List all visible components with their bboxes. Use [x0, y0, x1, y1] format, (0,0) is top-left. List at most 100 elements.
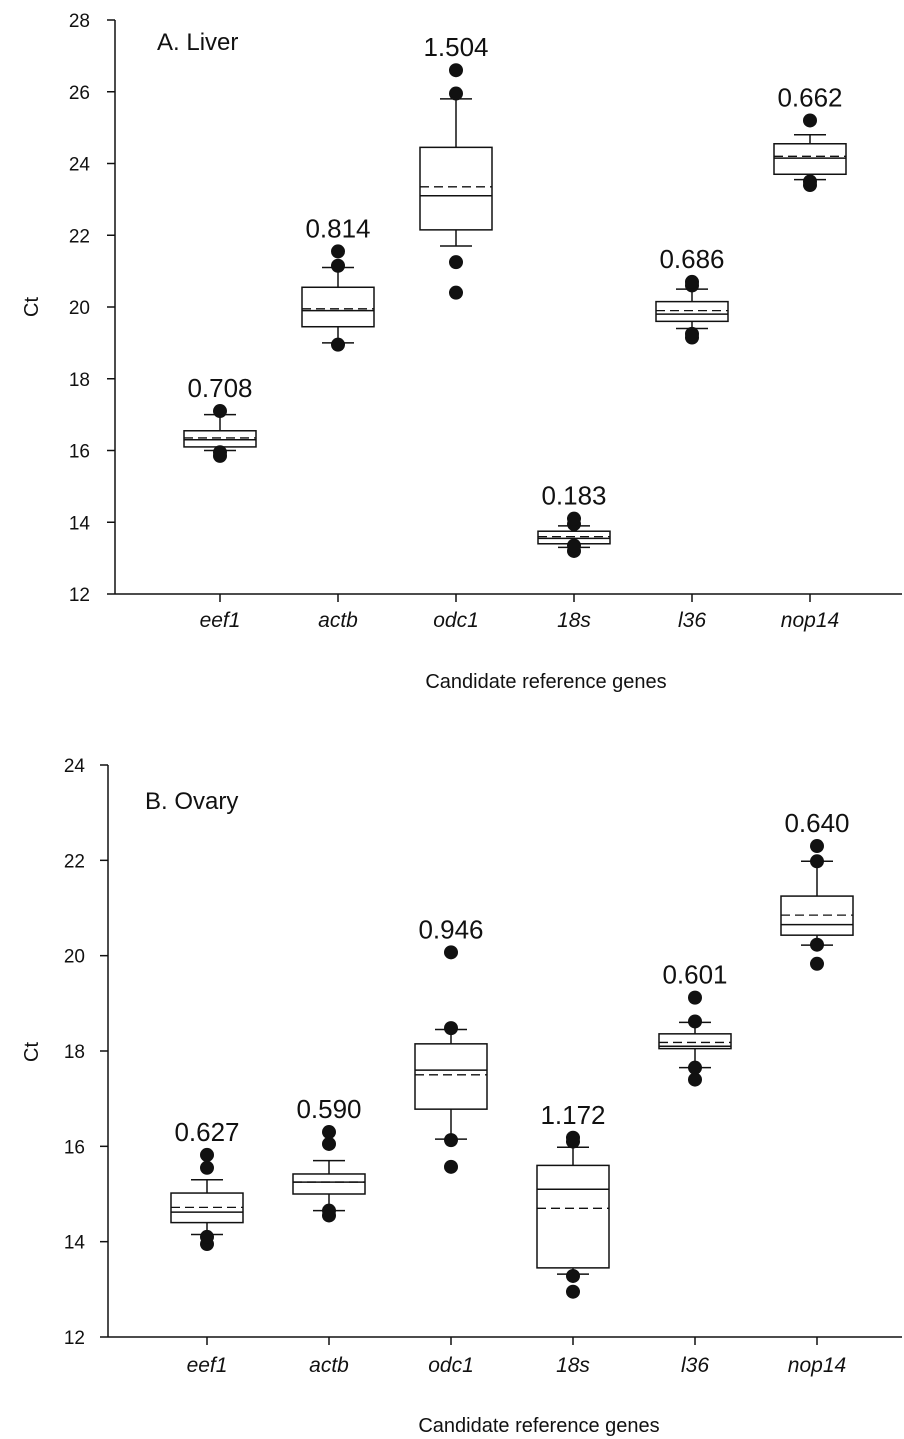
- value-label-l36: 0.686: [659, 244, 724, 274]
- panel-liver: Ct A. Liver Candidate reference genes 12…: [21, 11, 902, 693]
- value-label-odc1: 0.946: [418, 914, 483, 944]
- outlier-point: [567, 511, 581, 526]
- box-body: [414, 1043, 488, 1110]
- y-tick-label: 28: [69, 11, 90, 32]
- outlier-point: [685, 326, 699, 341]
- x-tick-label-odc1: odc1: [428, 1354, 474, 1377]
- outlier-point: [449, 285, 463, 300]
- outlier-point: [566, 1130, 580, 1145]
- x-axis-title: Candidate reference genes: [425, 671, 666, 693]
- outlier-point: [444, 945, 458, 960]
- outlier-point: [449, 63, 463, 78]
- x-tick-label-l36: l36: [681, 1354, 709, 1377]
- outlier-point: [810, 839, 824, 854]
- value-label-18s: 0.183: [541, 481, 606, 511]
- outlier-point: [200, 1229, 214, 1244]
- y-tick-label: 24: [64, 756, 86, 777]
- outlier-point: [444, 1159, 458, 1174]
- box-odc1: [419, 63, 493, 300]
- outlier-point: [566, 1268, 580, 1283]
- outlier-point: [803, 174, 817, 189]
- y-axis-title: Ct: [21, 1042, 43, 1062]
- value-label-actb: 0.590: [296, 1094, 361, 1124]
- x-tick-label-odc1: odc1: [433, 609, 479, 632]
- outlier-point: [449, 255, 463, 270]
- box-l36: [655, 274, 729, 345]
- x-tick-label-l36: l36: [678, 609, 706, 632]
- x-tick-label-actb: actb: [318, 609, 358, 632]
- box-body: [773, 143, 847, 176]
- outlier-point: [331, 244, 345, 259]
- outlier-point: [810, 937, 824, 952]
- x-tick-label-nop14: nop14: [788, 1354, 846, 1377]
- box-body: [536, 1164, 610, 1269]
- box-eef1: [170, 1147, 244, 1252]
- y-tick-label: 26: [69, 83, 90, 104]
- value-label-odc1: 1.504: [423, 32, 488, 62]
- y-tick-label: 12: [69, 585, 90, 606]
- outlier-point: [444, 1133, 458, 1148]
- box-nop14: [773, 113, 847, 193]
- box-odc1: [414, 945, 488, 1174]
- box-body: [292, 1173, 366, 1195]
- outlier-point: [803, 113, 817, 128]
- outlier-point: [200, 1160, 214, 1175]
- box-body: [658, 1033, 732, 1050]
- y-tick-label: 18: [69, 370, 90, 391]
- x-tick-label-18s: 18s: [557, 609, 591, 632]
- y-tick-label: 18: [64, 1042, 85, 1063]
- panel-ovary: Ct B. Ovary Candidate reference genes 12…: [21, 756, 902, 1437]
- outlier-point: [688, 1072, 702, 1087]
- y-axis-title: Ct: [21, 297, 43, 317]
- value-label-nop14: 0.662: [777, 82, 842, 112]
- y-tick-label: 22: [69, 226, 90, 247]
- outlier-point: [200, 1147, 214, 1162]
- y-tick-label: 20: [64, 947, 85, 968]
- x-tick-label-actb: actb: [309, 1354, 349, 1377]
- outlier-point: [331, 337, 345, 352]
- y-tick-label: 20: [69, 298, 90, 319]
- outlier-point: [322, 1203, 336, 1218]
- y-tick-label: 22: [64, 851, 85, 872]
- x-tick-label-nop14: nop14: [781, 609, 839, 632]
- box-18s: [536, 1130, 610, 1299]
- value-label-eef1: 0.627: [174, 1117, 239, 1147]
- value-label-actb: 0.814: [305, 213, 370, 243]
- x-tick-label-18s: 18s: [556, 1354, 590, 1377]
- outlier-point: [685, 274, 699, 289]
- outlier-point: [810, 956, 824, 971]
- y-tick-label: 14: [69, 513, 91, 534]
- y-tick-label: 16: [69, 442, 90, 463]
- outlier-point: [688, 990, 702, 1005]
- outlier-point: [567, 538, 581, 553]
- box-body: [183, 430, 257, 448]
- value-label-l36: 0.601: [662, 960, 727, 990]
- box-actb: [292, 1125, 366, 1223]
- outlier-point: [331, 258, 345, 273]
- box-18s: [537, 511, 611, 558]
- outlier-point: [322, 1136, 336, 1151]
- value-label-nop14: 0.640: [784, 808, 849, 838]
- outlier-point: [444, 1021, 458, 1036]
- outlier-point: [688, 1014, 702, 1029]
- box-body: [655, 300, 729, 323]
- x-axis-title: Candidate reference genes: [418, 1415, 659, 1437]
- outlier-point: [449, 86, 463, 101]
- box-l36: [658, 990, 732, 1087]
- panel-title: B. Ovary: [145, 788, 238, 815]
- x-tick-label-eef1: eef1: [187, 1354, 228, 1377]
- box-actb: [301, 244, 375, 352]
- outlier-point: [566, 1284, 580, 1299]
- box-body: [301, 286, 375, 328]
- outlier-point: [322, 1125, 336, 1140]
- y-tick-label: 12: [64, 1328, 85, 1349]
- box-nop14: [780, 839, 854, 971]
- value-label-eef1: 0.708: [187, 373, 252, 403]
- outlier-point: [213, 445, 227, 460]
- value-label-18s: 1.172: [540, 1100, 605, 1130]
- y-tick-label: 16: [64, 1137, 85, 1158]
- y-tick-label: 14: [64, 1233, 86, 1254]
- box-body: [419, 146, 493, 231]
- box-eef1: [183, 404, 257, 463]
